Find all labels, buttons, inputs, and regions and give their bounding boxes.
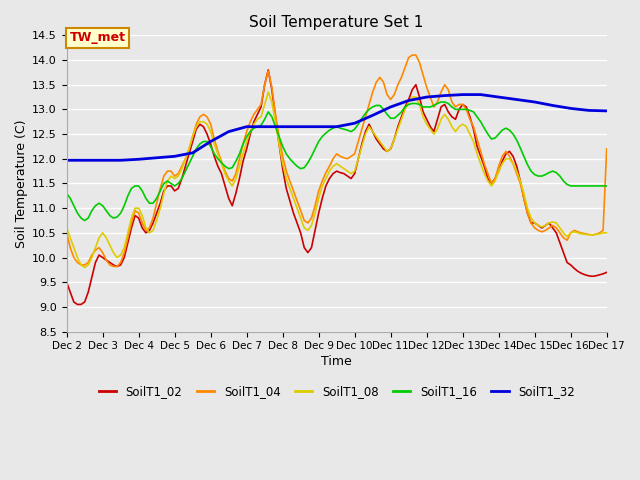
SoilT1_32 xyxy=(531,99,538,105)
SoilT1_04 xyxy=(412,52,420,58)
SoilT1_04 xyxy=(394,82,402,87)
SoilT1_16 xyxy=(329,125,337,131)
SoilT1_02 xyxy=(397,114,405,120)
SoilT1_16 xyxy=(437,99,445,105)
SoilT1_32 xyxy=(117,157,125,163)
SoilT1_32 xyxy=(279,124,287,130)
SoilT1_32 xyxy=(405,97,413,103)
Legend: SoilT1_02, SoilT1_04, SoilT1_08, SoilT1_16, SoilT1_32: SoilT1_02, SoilT1_04, SoilT1_08, SoilT1_… xyxy=(94,380,579,403)
SoilT1_08 xyxy=(63,225,70,231)
X-axis label: Time: Time xyxy=(321,356,352,369)
SoilT1_02 xyxy=(599,271,607,276)
SoilT1_08 xyxy=(333,161,340,167)
SoilT1_04 xyxy=(63,230,70,236)
SoilT1_32 xyxy=(81,157,88,163)
SoilT1_16 xyxy=(408,101,416,107)
SoilT1_32 xyxy=(351,120,358,126)
SoilT1_02 xyxy=(63,279,70,285)
SoilT1_32 xyxy=(153,155,161,161)
Line: SoilT1_16: SoilT1_16 xyxy=(67,102,607,220)
SoilT1_16 xyxy=(599,183,607,189)
SoilT1_02 xyxy=(333,168,340,174)
SoilT1_32 xyxy=(189,150,196,156)
Title: Soil Temperature Set 1: Soil Temperature Set 1 xyxy=(250,15,424,30)
SoilT1_16 xyxy=(448,104,456,110)
Line: SoilT1_32: SoilT1_32 xyxy=(67,95,607,160)
SoilT1_32 xyxy=(207,139,214,144)
SoilT1_16 xyxy=(603,183,611,189)
SoilT1_32 xyxy=(333,124,340,130)
SoilT1_32 xyxy=(63,157,70,163)
SoilT1_02 xyxy=(74,301,81,307)
SoilT1_32 xyxy=(369,112,376,118)
SoilT1_08 xyxy=(264,89,272,95)
SoilT1_02 xyxy=(412,82,420,87)
SoilT1_32 xyxy=(513,96,520,102)
SoilT1_02 xyxy=(257,104,265,110)
SoilT1_32 xyxy=(243,124,250,130)
SoilT1_32 xyxy=(297,124,305,130)
SoilT1_32 xyxy=(99,157,106,163)
SoilT1_32 xyxy=(315,124,323,130)
Line: SoilT1_04: SoilT1_04 xyxy=(67,55,607,266)
SoilT1_16 xyxy=(63,191,70,196)
SoilT1_32 xyxy=(441,93,449,98)
SoilT1_08 xyxy=(257,114,265,120)
SoilT1_32 xyxy=(423,94,431,100)
SoilT1_04 xyxy=(603,146,611,152)
SoilT1_32 xyxy=(459,92,467,97)
SoilT1_32 xyxy=(549,103,557,108)
SoilT1_16 xyxy=(257,122,265,128)
SoilT1_04 xyxy=(408,52,416,58)
SoilT1_16 xyxy=(81,217,88,223)
SoilT1_32 xyxy=(261,124,269,130)
Text: TW_met: TW_met xyxy=(70,31,125,44)
SoilT1_08 xyxy=(81,264,88,270)
SoilT1_08 xyxy=(397,116,405,122)
SoilT1_32 xyxy=(567,106,575,111)
SoilT1_04 xyxy=(109,264,117,269)
SoilT1_04 xyxy=(599,228,607,233)
SoilT1_32 xyxy=(225,129,232,134)
SoilT1_08 xyxy=(412,94,420,100)
SoilT1_08 xyxy=(599,230,607,236)
SoilT1_16 xyxy=(394,112,402,118)
SoilT1_32 xyxy=(477,92,484,97)
SoilT1_02 xyxy=(264,67,272,73)
SoilT1_32 xyxy=(171,154,179,159)
SoilT1_32 xyxy=(387,104,394,110)
SoilT1_08 xyxy=(448,124,456,130)
Line: SoilT1_08: SoilT1_08 xyxy=(67,92,607,267)
Line: SoilT1_02: SoilT1_02 xyxy=(67,70,607,304)
SoilT1_32 xyxy=(603,108,611,114)
SoilT1_04 xyxy=(448,99,456,105)
SoilT1_32 xyxy=(495,94,502,100)
SoilT1_32 xyxy=(585,108,593,113)
SoilT1_04 xyxy=(257,102,265,108)
SoilT1_04 xyxy=(329,156,337,162)
SoilT1_02 xyxy=(603,269,611,275)
SoilT1_08 xyxy=(603,230,611,236)
SoilT1_32 xyxy=(135,156,143,162)
Y-axis label: Soil Temperature (C): Soil Temperature (C) xyxy=(15,119,28,248)
SoilT1_02 xyxy=(448,114,456,120)
